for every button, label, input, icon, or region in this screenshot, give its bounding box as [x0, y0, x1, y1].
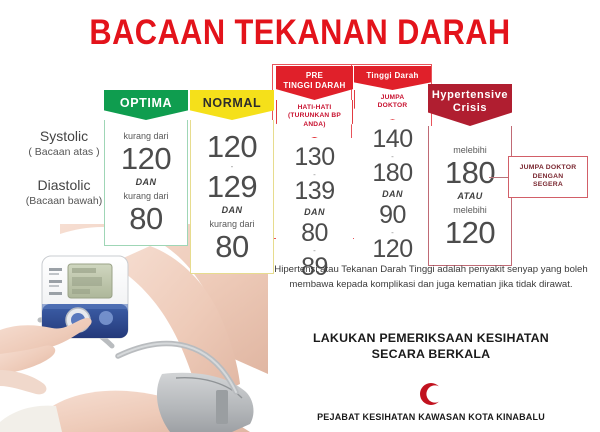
- optima-diastolic-qualifier: kurang dari: [123, 191, 169, 201]
- description-paragraph: Hipertensi atau Tekanan Darah Tinggi ada…: [274, 264, 588, 290]
- normal-diastolic-value: 80: [215, 229, 249, 264]
- pre-diastolic-range-dash: -: [313, 246, 316, 256]
- callout-connector-line: [489, 177, 508, 178]
- crisis-systolic-qualifier: melebihi: [453, 145, 487, 155]
- category-column-pre-tinggi-darah: PRE TINGGI DARAH HATI-HATI (TURUNKAN BP …: [276, 66, 353, 292]
- cta-line2: SECARA BERKALA: [371, 347, 491, 361]
- red-crescent-icon: [418, 381, 444, 407]
- page-title: BACAAN TEKANAN DARAH: [89, 13, 511, 52]
- normal-diastolic-qualifier: kurang dari: [209, 219, 255, 229]
- category-column-tinggi-darah: Tinggi Darah JUMPA DOKTOR 140 - 180 DAN …: [354, 66, 431, 273]
- category-column-optima: OPTIMA kurang dari 120 DAN kurang dari 8…: [104, 90, 188, 246]
- tinggi-conjunction: DAN: [382, 188, 403, 199]
- callout-line3: SEGERA: [533, 181, 563, 189]
- tinggi-diastolic-range-dash: -: [391, 227, 394, 237]
- pre-systolic-value2: 139: [294, 177, 335, 206]
- category-column-normal: NORMAL 120 - 129 DAN kurang dari 80: [190, 90, 274, 274]
- pre-subheader-line1: HATI-HATI: [297, 104, 332, 111]
- crisis-header-line1: Hypertensive: [431, 89, 509, 101]
- tinggi-systolic-range-dash: -: [391, 151, 394, 161]
- pre-subheader-line2: (TURUNKAN BP ANDA): [288, 112, 341, 128]
- normal-systolic-value: 120: [206, 129, 258, 164]
- crisis-header-line2: Crisis: [452, 102, 488, 114]
- pre-header-line1: PRE: [305, 71, 324, 80]
- normal-systolic-value2: 129: [206, 169, 258, 204]
- call-to-action: LAKUKAN PEMERIKSAAN KESIHATAN SECARA BER…: [272, 330, 590, 362]
- pre-systolic-value: 130: [294, 143, 335, 172]
- optima-conjunction: DAN: [135, 177, 157, 187]
- category-body-normal: 120 - 129 DAN kurang dari 80: [190, 120, 274, 274]
- category-column-hypertensive-crisis: Hypertensive Crisis melebihi 180 ATAU me…: [428, 84, 512, 266]
- row-label-diastolic-title: Diastolic: [37, 177, 91, 193]
- tinggi-subheader-line2: DOKTOR: [377, 102, 408, 110]
- crisis-systolic-value: 180: [444, 155, 496, 190]
- crisis-diastolic-qualifier: melebihi: [453, 205, 487, 215]
- tinggi-diastolic-value2: 120: [372, 234, 413, 263]
- row-label-systolic-sub: ( Bacaan atas ): [28, 146, 100, 158]
- category-subheader-pre-tinggi-darah: HATI-HATI (TURUNKAN BP ANDA): [276, 100, 353, 139]
- tinggi-systolic-value: 140: [372, 124, 413, 153]
- urgent-action-callout: JUMPA DOKTOR DENGAN SEGERA: [508, 156, 588, 198]
- footer-organisation: PEJABAT KESIHATAN KAWASAN KOTA KINABALU: [317, 412, 545, 422]
- optima-diastolic-value: 80: [129, 201, 163, 236]
- callout-line2: DENGAN: [532, 172, 564, 180]
- pre-diastolic-value2: 89: [301, 253, 328, 282]
- category-header-hypertensive-crisis: Hypertensive Crisis: [428, 84, 512, 126]
- category-header-pre-tinggi-darah: PRE TINGGI DARAH: [276, 66, 353, 100]
- normal-conjunction: DAN: [221, 205, 243, 215]
- category-header-tinggi-darah: Tinggi Darah: [354, 66, 431, 90]
- row-label-diastolic: Diastolic (Bacaan bawah): [18, 177, 110, 208]
- cta-line1: LAKUKAN PEMERIKSAAN KESIHATAN: [313, 331, 549, 345]
- tinggi-subheader-line1: JUMPA: [380, 94, 405, 101]
- pre-diastolic-value: 80: [301, 219, 328, 248]
- row-label-systolic: Systolic ( Bacaan atas ): [18, 128, 110, 159]
- crisis-diastolic-value: 120: [444, 215, 496, 250]
- category-header-optima: OPTIMA: [104, 90, 188, 120]
- normal-systolic-range-dash: -: [230, 162, 234, 171]
- category-body-pre-tinggi-darah: 130 - 139 DAN 80 - 89: [276, 138, 353, 292]
- row-labels: Systolic ( Bacaan atas ) Diastolic (Baca…: [18, 128, 110, 226]
- pre-header-line2: TINGGI DARAH: [283, 81, 346, 90]
- tinggi-systolic-value2: 180: [372, 158, 413, 187]
- tinggi-diastolic-value: 90: [379, 200, 406, 229]
- category-body-tinggi-darah: 140 - 180 DAN 90 - 120: [354, 119, 431, 273]
- optima-systolic-value: 120: [120, 141, 172, 176]
- footer: PEJABAT KESIHATAN KAWASAN KOTA KINABALU: [272, 381, 590, 423]
- category-body-optima: kurang dari 120 DAN kurang dari 80: [104, 120, 188, 246]
- category-header-normal: NORMAL: [190, 90, 274, 120]
- row-label-systolic-title: Systolic: [39, 128, 89, 144]
- optima-systolic-qualifier: kurang dari: [123, 131, 169, 141]
- category-subheader-tinggi-darah: JUMPA DOKTOR: [354, 90, 431, 120]
- tinggi-header-line: Tinggi Darah: [366, 71, 419, 80]
- pre-conjunction: DAN: [304, 207, 325, 218]
- crisis-conjunction: ATAU: [457, 191, 483, 201]
- category-body-hypertensive-crisis: melebihi 180 ATAU melebihi 120: [428, 126, 512, 266]
- row-label-diastolic-sub: (Bacaan bawah): [25, 195, 103, 207]
- pre-systolic-range-dash: -: [313, 170, 316, 180]
- callout-line1: JUMPA DOKTOR: [519, 164, 577, 171]
